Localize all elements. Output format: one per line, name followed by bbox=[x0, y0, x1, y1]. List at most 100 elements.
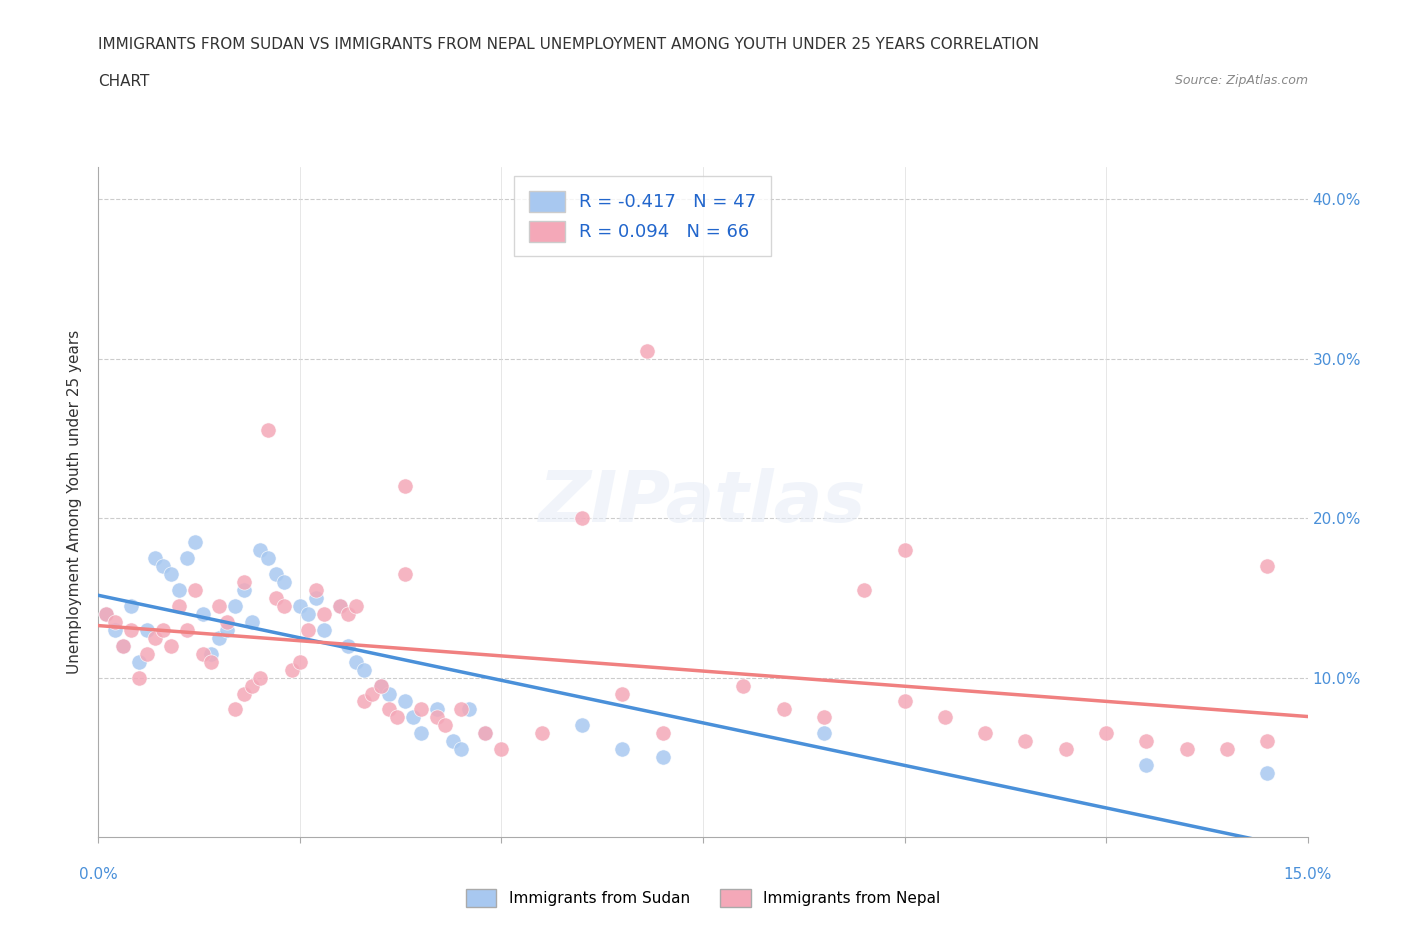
Point bbox=[571, 718, 593, 733]
Point bbox=[353, 694, 375, 709]
Point bbox=[288, 654, 311, 669]
Point bbox=[893, 542, 915, 557]
Point bbox=[305, 582, 328, 597]
Point bbox=[733, 678, 755, 693]
Point bbox=[530, 726, 553, 741]
Point bbox=[96, 606, 118, 621]
Point bbox=[636, 343, 658, 358]
Point bbox=[152, 622, 174, 637]
Point bbox=[853, 582, 876, 597]
Point bbox=[264, 566, 287, 581]
Text: Source: ZipAtlas.com: Source: ZipAtlas.com bbox=[1174, 74, 1308, 87]
Point bbox=[135, 622, 157, 637]
Point bbox=[329, 598, 352, 613]
Point bbox=[1256, 734, 1278, 749]
Point bbox=[409, 726, 432, 741]
Point bbox=[1095, 726, 1118, 741]
Point bbox=[135, 646, 157, 661]
Point bbox=[385, 710, 408, 724]
Point bbox=[264, 591, 287, 605]
Point bbox=[96, 606, 118, 621]
Point bbox=[450, 742, 472, 757]
Point bbox=[273, 575, 295, 590]
Point bbox=[305, 591, 328, 605]
Point bbox=[441, 734, 464, 749]
Point bbox=[297, 622, 319, 637]
Point bbox=[409, 702, 432, 717]
Point bbox=[1175, 742, 1198, 757]
Point bbox=[893, 694, 915, 709]
Point bbox=[160, 566, 183, 581]
Point bbox=[1135, 758, 1157, 773]
Point bbox=[256, 423, 278, 438]
Point bbox=[256, 551, 278, 565]
Point bbox=[217, 622, 239, 637]
Point bbox=[111, 638, 134, 653]
Point bbox=[232, 575, 254, 590]
Point bbox=[474, 726, 496, 741]
Point bbox=[281, 662, 304, 677]
Point bbox=[193, 606, 215, 621]
Point bbox=[612, 742, 634, 757]
Point bbox=[772, 702, 794, 717]
Point bbox=[184, 535, 207, 550]
Point bbox=[361, 686, 384, 701]
Point bbox=[651, 726, 673, 741]
Point bbox=[651, 750, 673, 764]
Point bbox=[394, 479, 416, 494]
Point bbox=[329, 598, 352, 613]
Point bbox=[426, 702, 449, 717]
Point bbox=[337, 638, 360, 653]
Point bbox=[208, 631, 231, 645]
Point bbox=[232, 582, 254, 597]
Point bbox=[152, 559, 174, 574]
Point bbox=[200, 654, 222, 669]
Point bbox=[571, 511, 593, 525]
Point bbox=[120, 598, 142, 613]
Point bbox=[288, 598, 311, 613]
Point bbox=[1216, 742, 1239, 757]
Point bbox=[176, 551, 198, 565]
Point bbox=[353, 662, 375, 677]
Legend: Immigrants from Sudan, Immigrants from Nepal: Immigrants from Sudan, Immigrants from N… bbox=[460, 884, 946, 913]
Point bbox=[370, 678, 392, 693]
Point bbox=[974, 726, 997, 741]
Point bbox=[474, 726, 496, 741]
Point bbox=[314, 606, 336, 621]
Point bbox=[394, 694, 416, 709]
Point bbox=[813, 710, 835, 724]
Point bbox=[377, 686, 399, 701]
Point bbox=[813, 726, 835, 741]
Point bbox=[450, 702, 472, 717]
Text: ZIPatlas: ZIPatlas bbox=[540, 468, 866, 537]
Point bbox=[344, 654, 367, 669]
Point bbox=[167, 582, 190, 597]
Point bbox=[1256, 765, 1278, 780]
Point bbox=[377, 702, 399, 717]
Text: 15.0%: 15.0% bbox=[1284, 867, 1331, 883]
Point bbox=[143, 631, 166, 645]
Point bbox=[224, 702, 246, 717]
Point bbox=[426, 710, 449, 724]
Point bbox=[1054, 742, 1077, 757]
Point bbox=[167, 598, 190, 613]
Y-axis label: Unemployment Among Youth under 25 years: Unemployment Among Youth under 25 years bbox=[67, 330, 83, 674]
Point bbox=[224, 598, 246, 613]
Point bbox=[344, 598, 367, 613]
Point bbox=[184, 582, 207, 597]
Point bbox=[1256, 559, 1278, 574]
Point bbox=[193, 646, 215, 661]
Point bbox=[128, 654, 150, 669]
Point bbox=[337, 606, 360, 621]
Point bbox=[249, 671, 271, 685]
Text: IMMIGRANTS FROM SUDAN VS IMMIGRANTS FROM NEPAL UNEMPLOYMENT AMONG YOUTH UNDER 25: IMMIGRANTS FROM SUDAN VS IMMIGRANTS FROM… bbox=[98, 37, 1039, 52]
Point bbox=[128, 671, 150, 685]
Legend: R = -0.417   N = 47, R = 0.094   N = 66: R = -0.417 N = 47, R = 0.094 N = 66 bbox=[515, 177, 770, 256]
Point bbox=[240, 615, 263, 630]
Point bbox=[1014, 734, 1036, 749]
Point bbox=[273, 598, 295, 613]
Point bbox=[394, 566, 416, 581]
Point bbox=[103, 622, 125, 637]
Point bbox=[458, 702, 481, 717]
Text: CHART: CHART bbox=[98, 74, 150, 89]
